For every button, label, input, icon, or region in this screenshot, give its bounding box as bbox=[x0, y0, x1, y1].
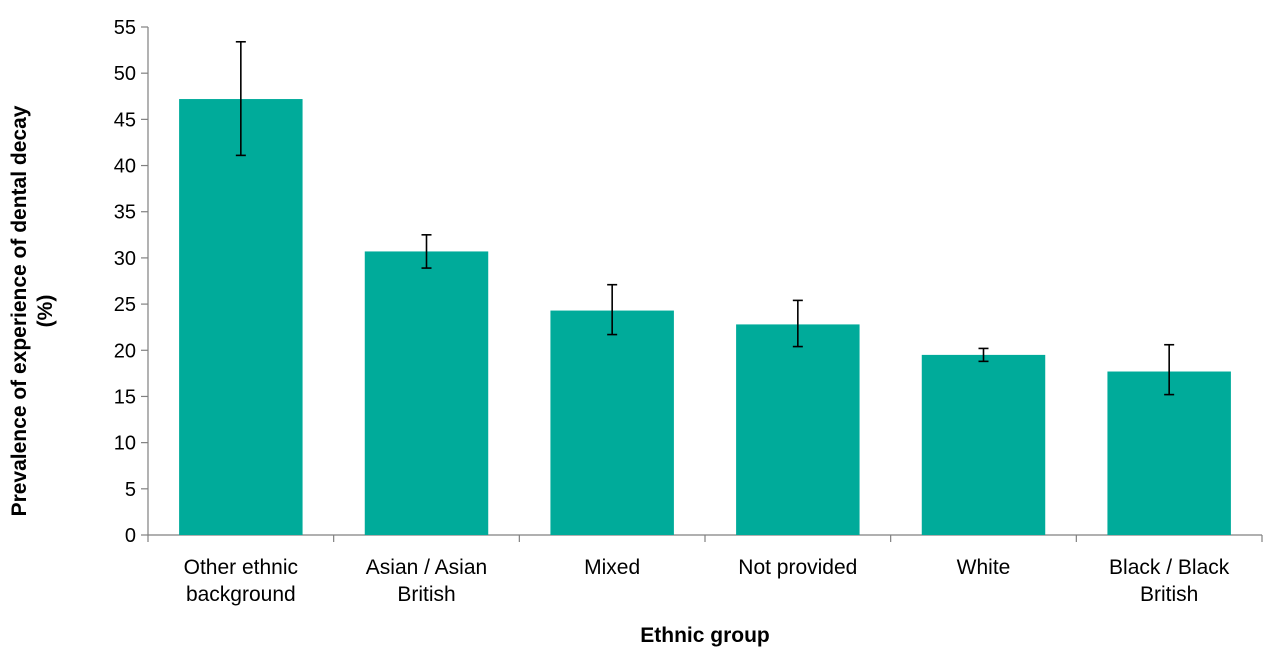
y-tick-label: 10 bbox=[114, 433, 136, 455]
bar bbox=[921, 354, 1046, 535]
category-label: Other ethnic background bbox=[184, 556, 298, 606]
bar bbox=[179, 99, 303, 535]
y-tick-label: 45 bbox=[114, 109, 136, 131]
bar bbox=[364, 251, 489, 535]
category-label: White bbox=[957, 556, 1011, 579]
category-labels: Other ethnic background Asian / Asian Briti… bbox=[184, 556, 1230, 606]
x-axis-title: Ethnic group bbox=[640, 624, 770, 647]
category-label: Asian / Asian British bbox=[366, 556, 487, 606]
y-tick-label: 55 bbox=[114, 17, 136, 39]
y-tick-label: 40 bbox=[114, 156, 136, 178]
category-label: Black / Black British bbox=[1109, 556, 1230, 606]
error-bars bbox=[235, 40, 1175, 396]
bars bbox=[179, 99, 1231, 535]
bar bbox=[736, 324, 860, 535]
x-axis bbox=[147, 534, 1263, 542]
category-label: Not provided bbox=[738, 556, 857, 579]
y-tick-label: 20 bbox=[114, 340, 136, 362]
bar bbox=[1107, 371, 1231, 535]
y-tick-label: 30 bbox=[114, 248, 136, 270]
y-tick-label: 0 bbox=[125, 525, 136, 547]
y-axis-title-text: Prevalence of experience of dental decay… bbox=[8, 105, 57, 516]
y-tick-label: 25 bbox=[114, 294, 136, 316]
y-tick-label: 50 bbox=[114, 63, 136, 85]
category-label: Mixed bbox=[584, 556, 640, 579]
y-tick-label: 15 bbox=[114, 386, 136, 408]
y-tick-label: 5 bbox=[125, 479, 136, 501]
y-axis: 0 5 10 15 20 25 30 35 40 45 50 55 bbox=[114, 17, 149, 547]
bar bbox=[550, 310, 674, 535]
y-tick-label: 35 bbox=[114, 202, 136, 224]
y-axis-title: Prevalence of experience of dental decay… bbox=[8, 105, 57, 516]
